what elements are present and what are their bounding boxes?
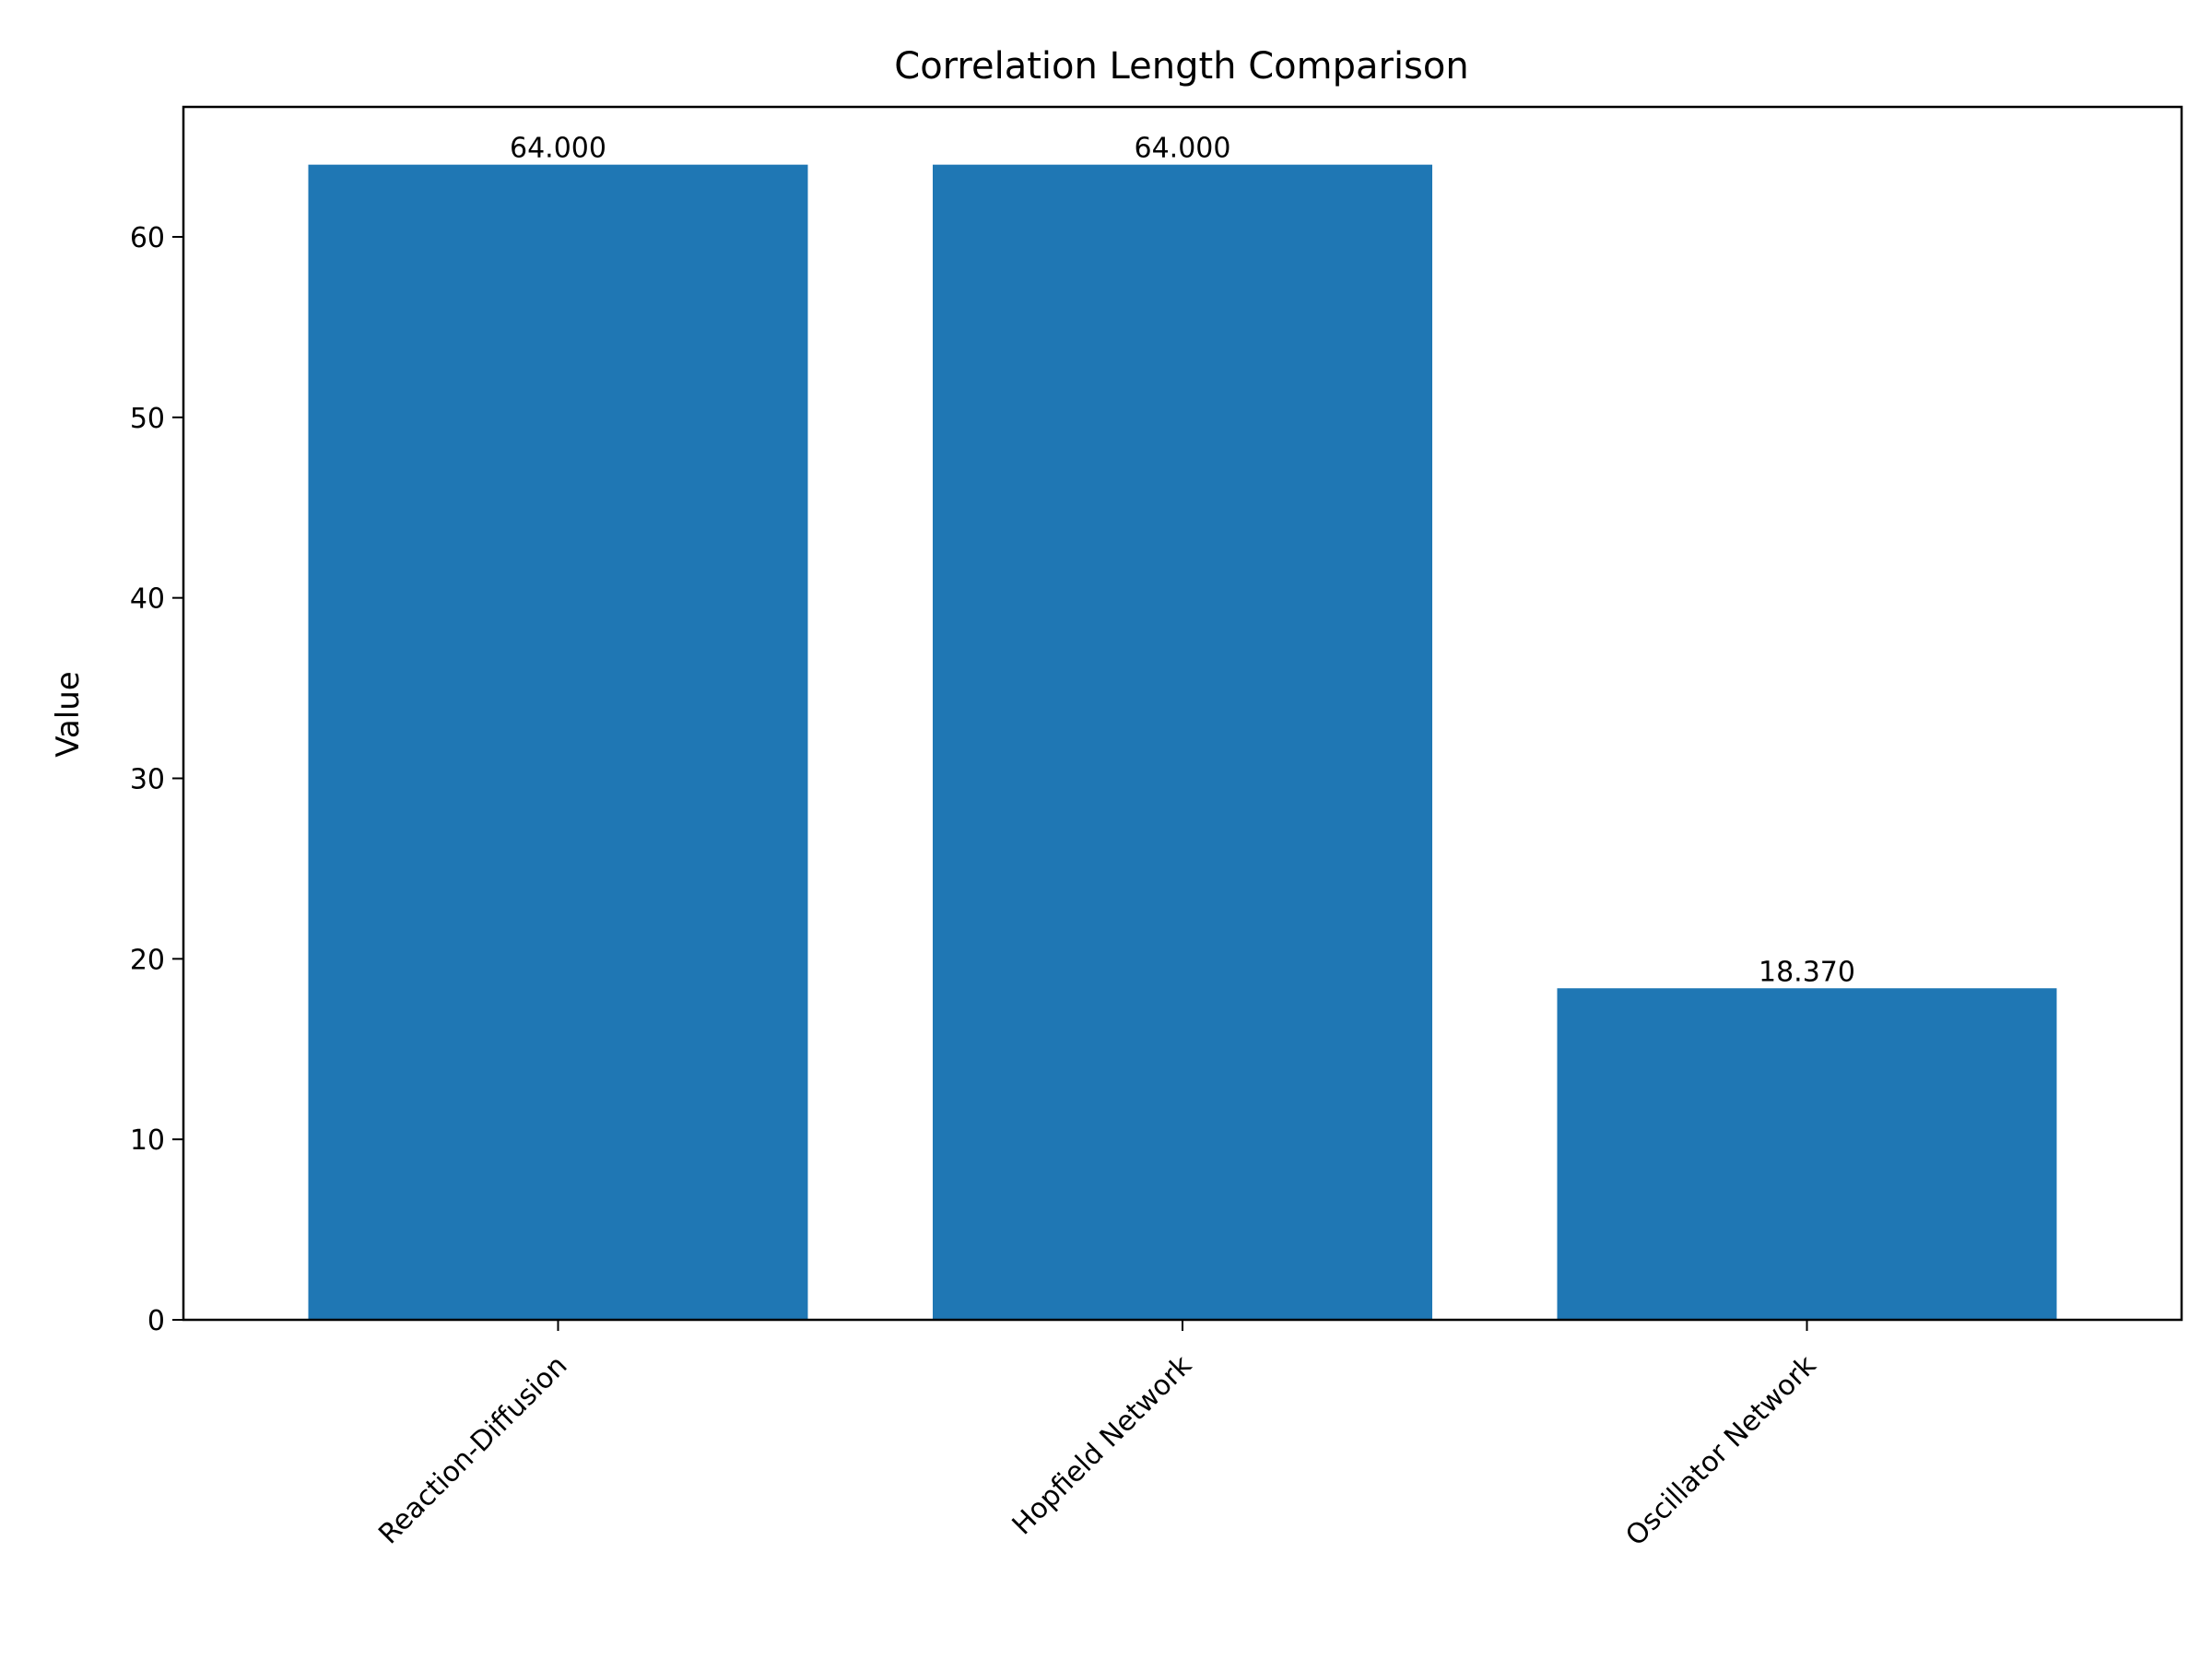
bar-value-label-1: 64.000	[510, 133, 606, 165]
bar-value-label-2: 64.000	[1135, 133, 1231, 165]
y-axis-label: Value	[50, 671, 87, 757]
bar-1	[308, 164, 808, 1321]
y-tick-label-50: 50	[130, 403, 165, 435]
chart-title: Correlation Length Comparison	[894, 45, 1468, 88]
y-tick-label-60: 60	[130, 222, 165, 254]
y-tick-label-20: 20	[130, 944, 165, 976]
x-tick-label-3: Oscillator Network	[1619, 1349, 1823, 1553]
bar-value-label-3: 18.370	[1759, 956, 1855, 988]
bar-2	[933, 164, 1432, 1321]
x-tick-label-1: Reaction-Diffusion	[372, 1349, 573, 1550]
y-tick-label-10: 10	[130, 1124, 165, 1157]
bars-group: 64.000 64.000 18.370	[308, 133, 2057, 1321]
x-tick-label-2: Hopfield Network	[1006, 1349, 1199, 1542]
bar-3	[1557, 988, 2057, 1320]
y-tick-label-0: 0	[147, 1305, 165, 1337]
y-axis: 0 10 20 30 40 50 60	[130, 222, 183, 1337]
plot-frame	[182, 105, 2183, 1322]
x-axis: Reaction-Diffusion Hopfield Network Oscill…	[372, 1320, 1823, 1552]
y-tick-label-40: 40	[130, 583, 165, 616]
y-tick-label-30: 30	[130, 764, 165, 796]
